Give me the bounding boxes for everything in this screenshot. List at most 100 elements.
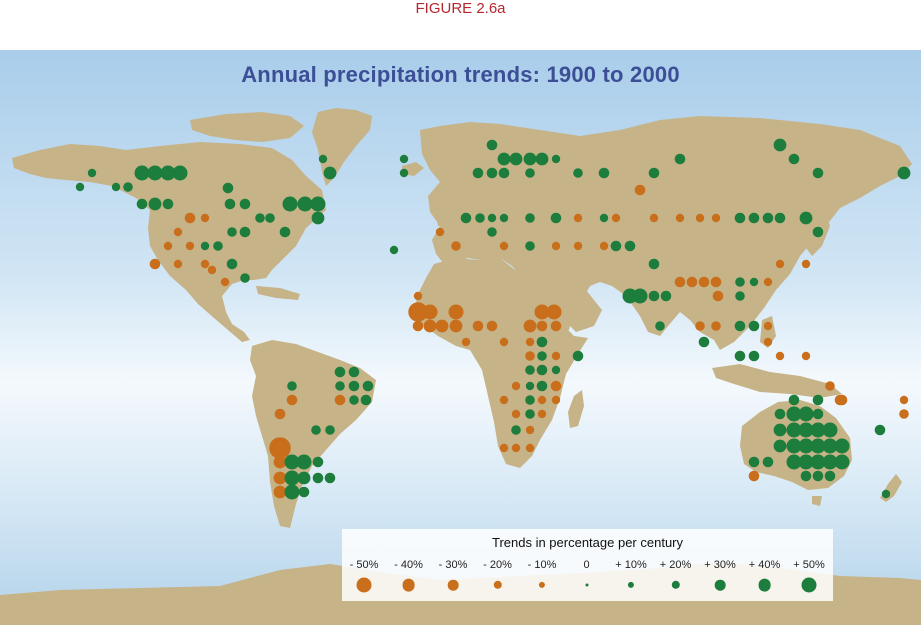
trend-dot [897, 166, 911, 180]
trend-dot [812, 394, 824, 406]
trend-dot [734, 350, 746, 362]
trend-dot [748, 456, 760, 468]
trend-dot [148, 197, 162, 211]
trend-dot [632, 288, 648, 304]
landmass-eurasia [420, 116, 912, 350]
legend-item: + 10% [609, 559, 653, 589]
trend-dot [184, 212, 196, 224]
trend-dot [573, 213, 583, 223]
legend-item: - 50% [342, 559, 386, 593]
trend-dot [763, 321, 773, 331]
trend-dot [748, 212, 760, 224]
legend-title: Trends in percentage per century [491, 535, 683, 550]
legend-dot [356, 577, 372, 593]
trend-dot [810, 438, 826, 454]
trend-dot [136, 198, 148, 210]
legend-item: + 20% [654, 559, 698, 590]
trend-dot [449, 319, 463, 333]
trend-dot [648, 167, 660, 179]
legend-dot [714, 579, 726, 591]
trend-dot [525, 351, 535, 361]
trend-dot [362, 380, 374, 392]
landmass-uk [436, 198, 456, 226]
trend-dot [788, 394, 800, 406]
trend-dot [200, 241, 210, 251]
trend-dot [660, 290, 672, 302]
trend-dot [774, 408, 786, 420]
legend-item: - 30% [431, 559, 475, 591]
trend-dot [525, 365, 535, 375]
trend-dot [801, 351, 811, 361]
trend-dot [460, 212, 472, 224]
trend-dot [423, 319, 437, 333]
trend-dot [172, 165, 188, 181]
trend-dot [499, 395, 509, 405]
trend-dot [551, 395, 561, 405]
trend-dot [475, 213, 485, 223]
trend-dot [881, 489, 891, 499]
trend-dot [334, 366, 346, 378]
trend-dot [422, 304, 438, 320]
trend-dot [284, 484, 300, 500]
trend-dot [525, 337, 535, 347]
trend-dot [255, 213, 265, 223]
landmass-philippines [760, 316, 776, 348]
trend-dot [297, 471, 311, 485]
trend-dot [572, 350, 584, 362]
trend-dot [324, 472, 336, 484]
trend-dot [812, 167, 824, 179]
trend-dot [511, 425, 521, 435]
trend-dot [269, 437, 291, 459]
trend-dot [296, 454, 312, 470]
trend-dot [298, 486, 310, 498]
trend-dot [536, 380, 548, 392]
trend-dot [525, 395, 535, 405]
trend-dot [695, 213, 705, 223]
trend-dot [674, 153, 686, 165]
legend-item: + 50% [787, 559, 831, 593]
trend-dot [822, 422, 838, 438]
trend-dot [173, 259, 183, 269]
trend-dot [798, 406, 814, 422]
trend-dot [534, 304, 550, 320]
trend-dot [413, 291, 423, 301]
trend-dot [239, 198, 251, 210]
trend-dot [240, 273, 250, 283]
trend-dot [551, 351, 561, 361]
trend-dot [537, 409, 547, 419]
trend-dot [273, 455, 287, 469]
legend-item-label: - 40% [394, 559, 423, 571]
trend-dot [149, 258, 161, 270]
trend-dot [134, 165, 150, 181]
trend-dot [648, 258, 660, 270]
trend-dot [655, 321, 665, 331]
trend-dot [499, 337, 509, 347]
trend-dot [786, 454, 802, 470]
trend-dot [408, 302, 428, 322]
trend-dot [536, 364, 548, 376]
trend-dot [207, 265, 217, 275]
trend-dot [412, 320, 424, 332]
landmass-new-zealand [880, 474, 902, 502]
trend-dot [435, 227, 445, 237]
trend-dot [451, 241, 461, 251]
trend-dot [334, 394, 346, 406]
trend-dot [220, 277, 230, 287]
trend-dot [874, 424, 886, 436]
legend-dot [402, 578, 415, 592]
trend-dot [735, 291, 745, 301]
trend-dot [525, 381, 535, 391]
trend-dot [399, 168, 409, 178]
trend-dot [448, 304, 464, 320]
trend-dot [775, 259, 785, 269]
trend-dot [786, 438, 802, 454]
trend-dot [698, 276, 710, 288]
trend-dot [273, 485, 287, 499]
legend-item: + 40% [743, 559, 787, 592]
trend-dot [486, 320, 498, 332]
trend-dot [274, 408, 286, 420]
trend-dot [523, 152, 537, 166]
figure-label: FIGURE 2.6a [415, 0, 506, 17]
trend-dot [551, 154, 561, 164]
trend-dot [611, 213, 621, 223]
